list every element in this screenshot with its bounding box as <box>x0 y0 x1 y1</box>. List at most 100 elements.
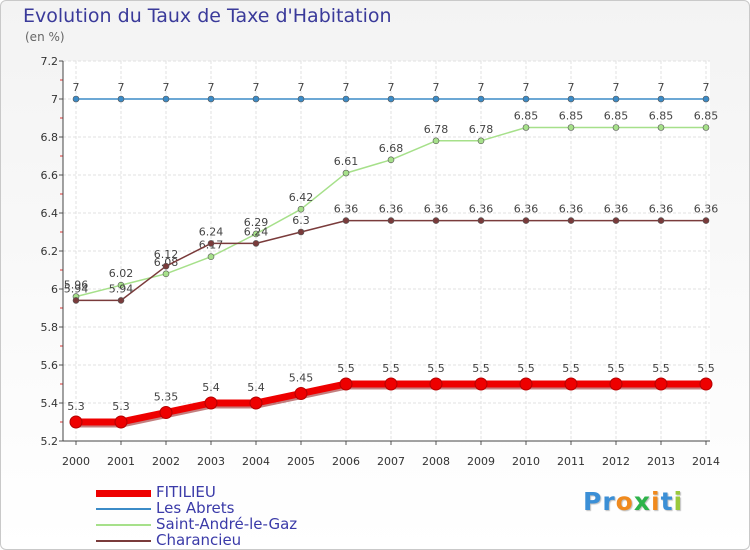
data-point-les-abrets <box>657 95 665 103</box>
legend-swatch <box>96 540 151 542</box>
y-tick-label: 5.2 <box>41 435 59 448</box>
data-point-fitilieu <box>339 377 353 391</box>
x-tick-label: 2010 <box>512 455 540 468</box>
data-point-charancieu <box>522 217 530 224</box>
data-point-charancieu <box>342 217 350 224</box>
data-label-charancieu: 6.36 <box>559 203 584 216</box>
data-point-fitilieu <box>429 377 443 391</box>
data-label-saint-andre-le-gaz: 6.08 <box>154 256 179 269</box>
x-tick-label: 2014 <box>692 455 720 468</box>
data-label-fitilieu: 5.4 <box>247 381 265 394</box>
data-label-saint-andre-le-gaz: 6.29 <box>244 216 269 229</box>
data-label-charancieu: 6.36 <box>424 203 449 216</box>
legend-swatch <box>96 524 151 526</box>
data-label-les-abrets: 7 <box>208 81 215 94</box>
data-point-fitilieu <box>69 415 83 429</box>
data-point-charancieu <box>612 217 620 224</box>
chart-title: Evolution du Taux de Taxe d'Habitation <box>23 5 392 27</box>
data-label-les-abrets: 7 <box>298 81 305 94</box>
data-point-fitilieu <box>294 387 308 400</box>
data-point-saint-andre-le-gaz <box>162 270 170 278</box>
logo-letter: i <box>673 487 684 516</box>
data-label-fitilieu: 5.5 <box>427 362 445 375</box>
logo-letter: o <box>615 487 634 516</box>
data-label-les-abrets: 7 <box>343 81 350 94</box>
data-point-les-abrets <box>432 95 440 103</box>
data-point-saint-andre-le-gaz <box>657 124 665 131</box>
x-tick-label: 2000 <box>62 455 90 468</box>
data-point-charancieu <box>297 228 305 236</box>
data-label-saint-andre-le-gaz: 6.85 <box>694 110 719 123</box>
data-label-charancieu: 5.94 <box>109 282 134 295</box>
data-label-saint-andre-le-gaz: 6.85 <box>649 110 674 123</box>
logo-letter: t <box>660 487 674 516</box>
x-tick-label: 2009 <box>467 455 495 468</box>
x-tick-label: 2002 <box>152 455 180 468</box>
data-point-saint-andre-le-gaz <box>567 124 575 131</box>
logo-letter: r <box>602 487 616 516</box>
data-label-charancieu: 6.36 <box>604 203 629 216</box>
x-tick-label: 2008 <box>422 455 450 468</box>
data-label-les-abrets: 7 <box>478 81 485 94</box>
legend-swatch <box>96 489 151 497</box>
data-label-fitilieu: 5.35 <box>154 391 179 404</box>
data-point-charancieu <box>72 297 80 304</box>
data-label-les-abrets: 7 <box>118 81 125 94</box>
data-label-saint-andre-le-gaz: 6.42 <box>289 191 314 204</box>
data-label-fitilieu: 5.5 <box>652 362 670 375</box>
data-point-charancieu <box>477 217 485 224</box>
data-label-fitilieu: 5.3 <box>112 400 130 413</box>
data-point-charancieu <box>162 262 170 270</box>
data-label-saint-andre-le-gaz: 6.85 <box>559 110 584 123</box>
data-point-saint-andre-le-gaz <box>342 169 350 177</box>
y-tick-label: 5.6 <box>41 359 59 372</box>
data-point-saint-andre-le-gaz <box>702 124 710 131</box>
data-label-charancieu: 6.36 <box>649 203 674 216</box>
data-point-charancieu <box>567 217 575 224</box>
data-label-saint-andre-le-gaz: 6.78 <box>469 123 494 136</box>
data-point-charancieu <box>702 217 710 224</box>
y-tick-label: 6.2 <box>41 245 59 258</box>
data-label-saint-andre-le-gaz: 5.96 <box>64 279 89 292</box>
y-tick-label: 6.4 <box>41 207 59 220</box>
x-tick-label: 2007 <box>377 455 405 468</box>
data-label-saint-andre-le-gaz: 6.85 <box>514 110 539 123</box>
logo-letter: x <box>633 487 651 516</box>
y-tick-label: 6.8 <box>41 131 59 144</box>
data-point-fitilieu <box>384 377 398 391</box>
data-point-les-abrets <box>477 95 485 103</box>
data-label-fitilieu: 5.5 <box>517 362 535 375</box>
data-label-les-abrets: 7 <box>73 81 80 94</box>
data-point-les-abrets <box>162 95 170 103</box>
x-tick-label: 2011 <box>557 455 585 468</box>
data-label-les-abrets: 7 <box>433 81 440 94</box>
data-label-fitilieu: 5.5 <box>562 362 580 375</box>
legend-swatch <box>96 508 151 510</box>
x-tick-label: 2004 <box>242 455 270 468</box>
data-point-fitilieu <box>474 377 488 391</box>
data-label-charancieu: 6.36 <box>469 203 494 216</box>
data-label-fitilieu: 5.5 <box>337 362 355 375</box>
data-label-fitilieu: 5.4 <box>202 381 220 394</box>
data-label-saint-andre-le-gaz: 6.85 <box>604 110 629 123</box>
data-point-saint-andre-le-gaz <box>207 253 215 260</box>
data-label-fitilieu: 5.45 <box>289 372 314 385</box>
legend-label: Saint-André-le-Gaz <box>156 515 298 533</box>
data-point-saint-andre-le-gaz <box>387 156 395 164</box>
y-tick-label: 5.4 <box>41 397 59 410</box>
data-point-saint-andre-le-gaz <box>432 137 440 145</box>
data-point-charancieu <box>207 240 215 247</box>
data-label-fitilieu: 5.5 <box>607 362 625 375</box>
data-point-saint-andre-le-gaz <box>477 137 485 145</box>
data-point-charancieu <box>252 240 260 247</box>
data-point-fitilieu <box>609 377 623 391</box>
data-label-les-abrets: 7 <box>253 81 260 94</box>
legend-label: FITILIEU <box>156 483 216 501</box>
logo-letter: i <box>651 487 661 516</box>
data-label-les-abrets: 7 <box>568 81 575 94</box>
data-label-charancieu: 6.24 <box>244 225 269 238</box>
data-point-les-abrets <box>252 95 260 103</box>
data-label-les-abrets: 7 <box>703 81 710 94</box>
